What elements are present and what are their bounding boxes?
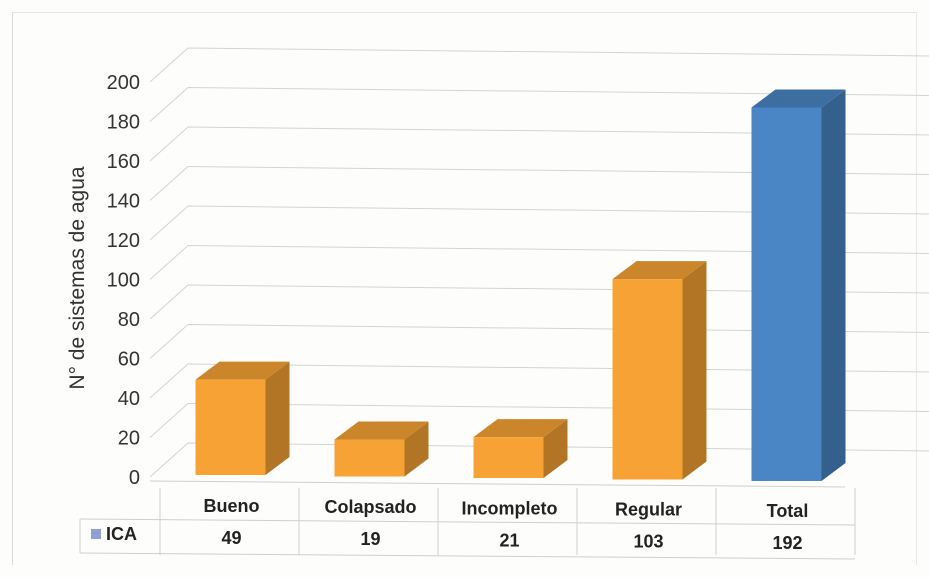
gridlines [149, 47, 929, 488]
bar-side-face [404, 421, 429, 477]
bar-total [751, 89, 846, 481]
category-label: Bueno [204, 496, 260, 516]
gridline [149, 86, 929, 122]
legend-key [91, 529, 101, 539]
bar-side-face [682, 261, 707, 480]
y-tick-label: 120 [107, 230, 140, 252]
y-tick-labels: 0 20 40 60 80 100 120 140 160 180 200 [107, 72, 140, 489]
category-label: Colapsado [324, 497, 416, 517]
data-label: 103 [633, 532, 663, 552]
bar-front-face [195, 379, 266, 475]
bar-top-face [751, 89, 846, 108]
gridline [149, 47, 929, 83]
bar-regular [612, 261, 707, 480]
y-tick-label: 40 [118, 388, 140, 410]
data-table: Bueno 49 Colapsado 19 Incompleto 21 Regular 103… [79, 488, 856, 560]
y-tick-label: 100 [107, 270, 140, 292]
y-tick-label: 140 [107, 191, 140, 213]
bar-side-face [543, 419, 568, 478]
gridline [149, 165, 929, 201]
bar-front-face [612, 279, 683, 480]
data-label: 19 [360, 529, 380, 549]
bar-front-face [751, 107, 822, 481]
bars [195, 89, 846, 481]
category-label: Incompleto [461, 498, 557, 518]
y-tick-label: 160 [107, 151, 140, 173]
data-label: 49 [221, 528, 241, 548]
bar-front-face [473, 437, 544, 478]
bar-top-face [195, 361, 290, 380]
y-tick-label: 60 [118, 349, 140, 371]
bar-colapsado [334, 421, 429, 477]
y-tick-label: 200 [107, 72, 140, 94]
gridline [149, 205, 929, 241]
bar-bueno [195, 361, 290, 475]
chart-frame [12, 12, 917, 565]
bar-top-face [473, 419, 568, 438]
y-axis-title: N° de sistemas de agua [66, 166, 89, 390]
floor-edge [149, 480, 846, 488]
y-tick-label: 0 [129, 467, 140, 489]
y-tick-label: 80 [118, 309, 140, 331]
category-label: Regular [615, 500, 682, 520]
table-line [79, 518, 856, 526]
legend-series-name: ICA [106, 524, 137, 544]
data-label: 192 [772, 533, 802, 553]
bar-front-face [334, 439, 405, 477]
gridline [149, 244, 929, 280]
bar-side-face [821, 89, 846, 481]
bar-top-face [334, 421, 429, 440]
bar-incompleto [473, 419, 568, 478]
y-tick-label: 180 [107, 112, 140, 134]
y-tick-label: 20 [118, 428, 140, 450]
category-label: Total [767, 501, 809, 521]
bar-side-face [265, 361, 290, 475]
data-label: 21 [499, 530, 519, 550]
bar-top-face [612, 261, 707, 280]
table-line [79, 552, 856, 560]
gridline [149, 126, 929, 162]
